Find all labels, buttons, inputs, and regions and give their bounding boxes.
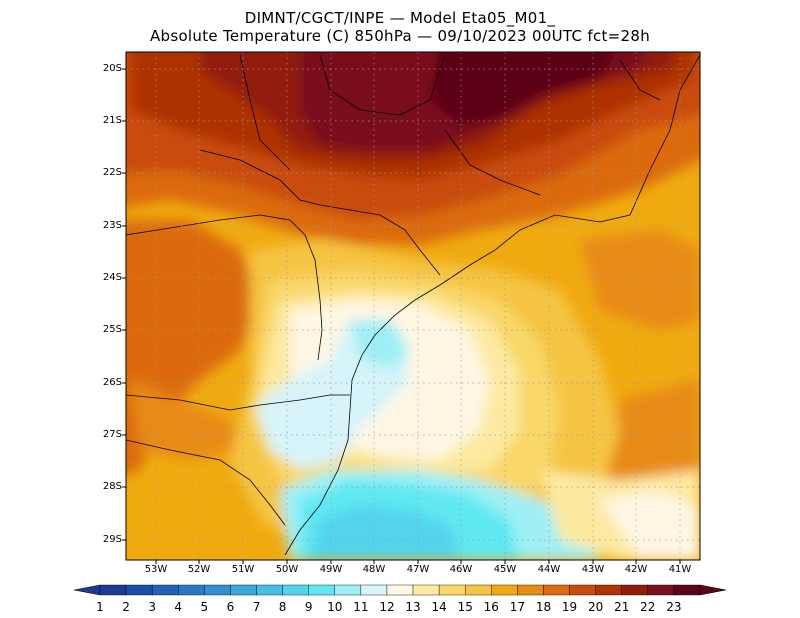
lat-label: 24S <box>102 272 122 283</box>
colorbar-swatch <box>334 584 362 596</box>
colorbar-swatch <box>256 584 283 596</box>
colorbar <box>73 584 727 596</box>
lon-label: 44W <box>537 564 561 575</box>
colorbar-swatch <box>647 584 675 596</box>
coastline-and-borders <box>126 54 700 556</box>
colorbar-label: 7 <box>252 600 261 614</box>
colorbar-label: 13 <box>405 600 421 614</box>
colorbar-swatch <box>595 584 622 596</box>
colorbar-label: 21 <box>614 600 630 614</box>
lat-label: 28S <box>102 481 122 492</box>
colorbar-label: 2 <box>122 600 130 614</box>
colorbar-swatch <box>412 584 440 596</box>
lon-label: 49W <box>319 564 343 575</box>
lat-label: 27S <box>102 429 122 440</box>
lon-label: 53W <box>144 564 168 575</box>
colorbar-swatch <box>569 584 596 596</box>
colorbar-label: 16 <box>483 600 499 614</box>
lon-label: 41W <box>668 564 692 575</box>
colorbar-label: 6 <box>226 600 235 614</box>
map-frame <box>125 51 701 561</box>
colorbar-label: 1 <box>96 600 104 614</box>
lon-label: 45W <box>493 564 517 575</box>
colorbar-label: 23 <box>666 600 682 614</box>
colorbar-label: 11 <box>353 600 369 614</box>
lon-label: 46W <box>449 564 473 575</box>
lat-label: 20S <box>102 63 122 74</box>
graticule <box>126 52 700 560</box>
colorbar-swatch <box>621 584 649 596</box>
colorbar-swatch <box>308 584 335 596</box>
colorbar-over-arrow <box>699 584 727 596</box>
colorbar-swatch <box>282 584 309 596</box>
map-title-line-2: Absolute Temperature (C) 850hPa — 09/10/… <box>149 27 651 45</box>
colorbar-label: 12 <box>379 600 395 614</box>
colorbar-under-arrow <box>73 584 101 596</box>
colorbar-swatch <box>230 584 257 596</box>
colorbar-label: 22 <box>640 600 656 614</box>
map-title-line-1: DIMNT/CGCT/INPE — Model Eta05_M01_ <box>244 9 556 27</box>
colorbar-swatch <box>360 584 388 596</box>
lat-label: 25S <box>102 324 122 335</box>
lon-label: 48W <box>362 564 386 575</box>
lon-label: 43W <box>581 564 605 575</box>
lon-label: 42W <box>624 564 648 575</box>
colorbar-swatch <box>465 584 492 596</box>
lat-label: 29S <box>102 534 122 545</box>
lon-label: 47W <box>406 564 430 575</box>
colorbar-label: 9 <box>304 600 313 614</box>
colorbar-swatch <box>673 584 701 596</box>
colorbar-swatch <box>386 584 414 596</box>
colorbar-swatch <box>151 584 179 596</box>
lat-label: 22S <box>102 167 122 178</box>
colorbar-label: 4 <box>174 600 183 614</box>
lat-label: 26S <box>102 377 122 388</box>
colorbar-swatch <box>204 584 231 596</box>
colorbar-label: 8 <box>278 600 287 614</box>
colorbar-swatch <box>438 584 466 596</box>
colorbar-label: 5 <box>200 600 209 614</box>
lat-label: 21S <box>102 115 122 126</box>
temperature-field <box>126 52 700 560</box>
colorbar-swatch <box>178 584 205 596</box>
colorbar-swatch <box>491 584 518 596</box>
colorbar-label: 15 <box>457 600 473 614</box>
colorbar-label: 17 <box>509 600 526 614</box>
lon-label: 50W <box>275 564 299 575</box>
colorbar-label: 18 <box>535 600 552 614</box>
colorbar-label: 19 <box>561 600 578 614</box>
colorbar-swatch <box>543 584 570 596</box>
lon-label: 51W <box>231 564 255 575</box>
colorbar-swatch <box>99 584 127 596</box>
axis-ticks <box>122 68 681 564</box>
colorbar-label: 3 <box>148 600 156 614</box>
lon-label: 52W <box>187 564 211 575</box>
colorbar-label: 20 <box>588 600 604 614</box>
colorbar-label: 14 <box>431 600 447 614</box>
colorbar-swatch <box>125 584 153 596</box>
lat-label: 23S <box>102 220 122 231</box>
colorbar-swatch <box>517 584 544 596</box>
colorbar-label: 10 <box>327 600 343 614</box>
